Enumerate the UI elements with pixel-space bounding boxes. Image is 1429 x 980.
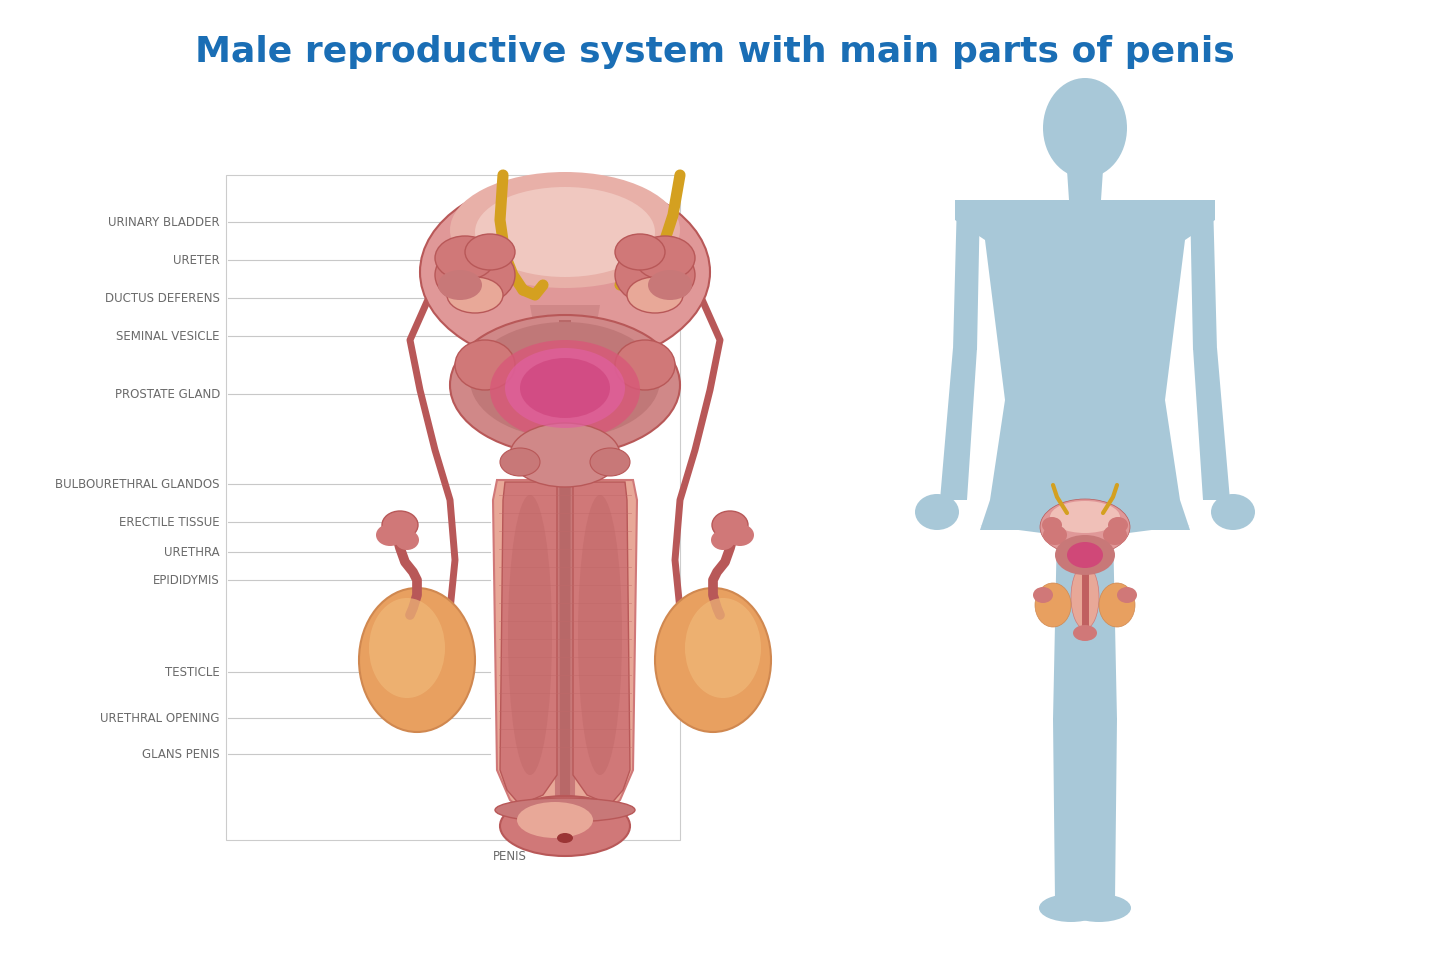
Text: ERECTILE TISSUE: ERECTILE TISSUE <box>120 515 220 528</box>
Text: BULBOURETHRAL GLANDOS: BULBOURETHRAL GLANDOS <box>56 477 220 491</box>
Ellipse shape <box>590 448 630 476</box>
Text: URETHRAL OPENING: URETHRAL OPENING <box>100 711 220 724</box>
Text: PROSTATE GLAND: PROSTATE GLAND <box>114 387 220 401</box>
Ellipse shape <box>647 270 692 300</box>
Ellipse shape <box>376 524 404 546</box>
Polygon shape <box>1075 718 1117 900</box>
Text: GLANS PENIS: GLANS PENIS <box>143 748 220 760</box>
Ellipse shape <box>500 796 630 856</box>
Ellipse shape <box>614 234 664 270</box>
Ellipse shape <box>434 236 494 280</box>
Ellipse shape <box>915 494 959 530</box>
Ellipse shape <box>359 588 474 732</box>
Polygon shape <box>530 305 600 345</box>
Text: SEMINAL VESICLE: SEMINAL VESICLE <box>117 329 220 342</box>
Ellipse shape <box>1043 78 1127 178</box>
Ellipse shape <box>464 234 514 270</box>
Ellipse shape <box>1043 525 1067 545</box>
Polygon shape <box>953 200 980 350</box>
Ellipse shape <box>369 598 444 698</box>
Ellipse shape <box>434 245 514 305</box>
Polygon shape <box>1190 200 1218 350</box>
Ellipse shape <box>577 495 622 775</box>
Text: EPIDIDYMIS: EPIDIDYMIS <box>153 573 220 586</box>
Ellipse shape <box>1073 625 1097 641</box>
Ellipse shape <box>1040 499 1130 555</box>
Text: URETHRA: URETHRA <box>164 546 220 559</box>
Ellipse shape <box>447 277 503 313</box>
Ellipse shape <box>520 358 610 418</box>
Ellipse shape <box>1103 525 1127 545</box>
Ellipse shape <box>654 588 772 732</box>
Ellipse shape <box>420 177 710 367</box>
Ellipse shape <box>500 448 540 476</box>
Polygon shape <box>1053 718 1095 900</box>
Ellipse shape <box>712 530 735 550</box>
Ellipse shape <box>394 530 419 550</box>
Text: PENIS: PENIS <box>493 850 527 862</box>
Ellipse shape <box>614 245 694 305</box>
Text: URETER: URETER <box>173 254 220 267</box>
Ellipse shape <box>614 340 674 390</box>
Ellipse shape <box>504 348 624 428</box>
Ellipse shape <box>507 495 552 775</box>
Text: TESTICLE: TESTICLE <box>166 665 220 678</box>
Polygon shape <box>1070 528 1117 720</box>
Polygon shape <box>1053 528 1100 720</box>
Ellipse shape <box>1067 894 1130 922</box>
Ellipse shape <box>557 833 573 843</box>
Polygon shape <box>559 320 572 800</box>
Polygon shape <box>955 200 1215 530</box>
Text: Male reproductive system with main parts of penis: Male reproductive system with main parts… <box>194 35 1235 69</box>
Ellipse shape <box>726 524 755 546</box>
Polygon shape <box>980 525 1190 535</box>
Ellipse shape <box>470 322 660 438</box>
Ellipse shape <box>1070 565 1099 629</box>
Ellipse shape <box>450 172 680 288</box>
Ellipse shape <box>494 798 634 822</box>
Ellipse shape <box>1039 894 1103 922</box>
Polygon shape <box>573 482 630 805</box>
Ellipse shape <box>1210 494 1255 530</box>
Ellipse shape <box>1117 587 1137 603</box>
Ellipse shape <box>1042 517 1062 533</box>
Text: URINARY BLADDER: URINARY BLADDER <box>109 216 220 228</box>
Polygon shape <box>493 480 637 818</box>
Ellipse shape <box>1107 517 1127 533</box>
Ellipse shape <box>490 340 640 440</box>
Ellipse shape <box>1055 535 1115 575</box>
Ellipse shape <box>634 236 694 280</box>
Ellipse shape <box>454 340 514 390</box>
Ellipse shape <box>382 511 419 539</box>
Polygon shape <box>940 348 977 500</box>
Ellipse shape <box>517 802 593 838</box>
Ellipse shape <box>439 270 482 300</box>
Polygon shape <box>553 320 577 800</box>
Ellipse shape <box>712 511 747 539</box>
Polygon shape <box>1193 348 1230 500</box>
Ellipse shape <box>510 423 620 487</box>
Bar <box>226 175 680 840</box>
Polygon shape <box>500 482 557 805</box>
Text: DUCTUS DEFERENS: DUCTUS DEFERENS <box>106 291 220 305</box>
Ellipse shape <box>1099 583 1135 627</box>
Ellipse shape <box>1033 587 1053 603</box>
Ellipse shape <box>474 187 654 277</box>
Polygon shape <box>1067 170 1103 200</box>
Ellipse shape <box>627 277 683 313</box>
Ellipse shape <box>1050 501 1120 533</box>
Ellipse shape <box>450 315 680 455</box>
Ellipse shape <box>1035 583 1070 627</box>
Ellipse shape <box>1067 542 1103 568</box>
Ellipse shape <box>684 598 762 698</box>
